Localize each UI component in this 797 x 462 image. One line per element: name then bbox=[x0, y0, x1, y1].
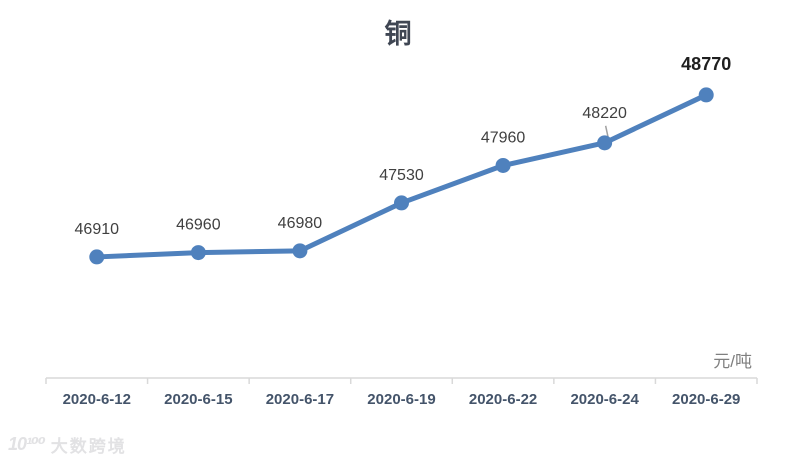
x-axis-label: 2020-6-17 bbox=[266, 391, 334, 408]
data-label: 48770 bbox=[681, 54, 731, 74]
data-label: 46980 bbox=[278, 215, 323, 232]
data-label: 47530 bbox=[379, 167, 424, 184]
x-axis-label: 2020-6-29 bbox=[672, 391, 740, 408]
data-point-marker bbox=[394, 195, 409, 211]
x-axis-label: 2020-6-15 bbox=[164, 391, 232, 408]
unit-label: 元/吨 bbox=[713, 352, 752, 371]
watermark: 10¹⁰⁰ 大数跨境 bbox=[8, 432, 127, 457]
watermark-logo-icon: 10¹⁰⁰ bbox=[8, 434, 46, 454]
data-point-marker bbox=[89, 249, 105, 265]
x-axis-label: 2020-6-24 bbox=[570, 391, 639, 408]
data-point-marker bbox=[292, 243, 308, 259]
data-point-marker bbox=[698, 87, 714, 103]
data-label: 46910 bbox=[75, 221, 120, 238]
data-point-marker bbox=[495, 157, 511, 173]
data-point-marker bbox=[597, 135, 613, 151]
x-axis-label: 2020-6-22 bbox=[469, 391, 537, 408]
x-axis-label: 2020-6-19 bbox=[367, 391, 435, 408]
data-label: 46960 bbox=[176, 217, 221, 234]
x-axis-label: 2020-6-12 bbox=[63, 391, 131, 408]
watermark-text: 大数跨境 bbox=[50, 437, 127, 456]
data-point-marker bbox=[190, 245, 206, 261]
data-label: 47960 bbox=[481, 129, 526, 146]
chart-title: 铜 bbox=[384, 19, 413, 49]
data-label: 48220 bbox=[582, 105, 627, 122]
